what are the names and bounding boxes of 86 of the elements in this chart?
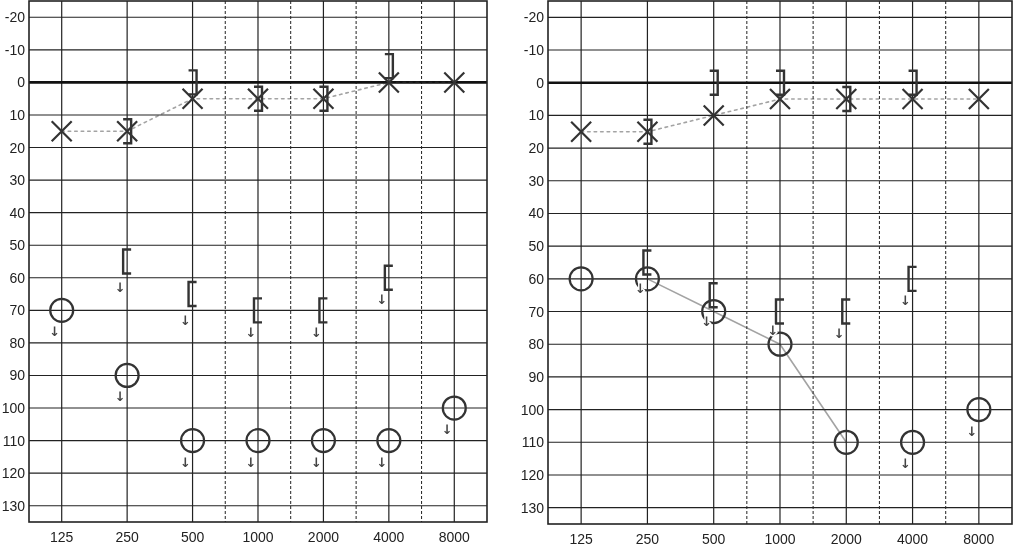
- x-tick-label: 1000: [764, 531, 796, 546]
- y-tick-label: 70: [9, 302, 26, 319]
- annotation: ↓: [180, 454, 192, 470]
- point: [570, 120, 593, 143]
- point: [568, 266, 594, 292]
- y-tick-label: 130: [520, 499, 545, 516]
- x-tick-label: 2000: [307, 529, 340, 545]
- point: [702, 104, 725, 127]
- x-tick-label: 4000: [373, 529, 405, 545]
- y-tick-label: 30: [9, 172, 26, 189]
- y-tick-label: 110: [2, 432, 26, 449]
- point: [966, 396, 992, 423]
- x-tick-label: 125: [50, 529, 74, 545]
- y-tick-label: 10: [528, 107, 545, 124]
- y-tick-label: 50: [9, 237, 26, 254]
- x-tick-label: 8000: [438, 529, 471, 545]
- y-tick-label: -20: [523, 9, 545, 26]
- y-tick-label: 0: [536, 74, 545, 91]
- y-tick-label: 40: [9, 204, 26, 221]
- point: [377, 71, 400, 94]
- y-tick-label: 110: [521, 434, 545, 451]
- point: [50, 120, 73, 143]
- x-tick-label: 250: [115, 529, 140, 545]
- annotation: ↓: [114, 389, 126, 405]
- y-tick-label: 20: [528, 140, 545, 157]
- point: [833, 429, 859, 455]
- annotation: ↓: [310, 454, 322, 470]
- x-tick-label: 4000: [896, 531, 929, 546]
- annotation: ↓: [376, 454, 388, 470]
- y-tick-label: 10: [9, 106, 26, 123]
- y-tick-label: 100: [1, 400, 26, 417]
- y-tick-label: 80: [528, 336, 545, 353]
- annotation: ↓: [49, 324, 61, 340]
- x-tick-label: 1000: [242, 529, 274, 545]
- annotation: ↓: [966, 423, 978, 439]
- y-tick-label: -10: [523, 42, 545, 59]
- annotation: ↓: [376, 292, 388, 308]
- point: [245, 427, 271, 454]
- annotation: ↓: [245, 324, 257, 340]
- x-tick-label: 2000: [830, 531, 863, 546]
- point: [114, 362, 140, 389]
- y-tick-label: 40: [528, 205, 545, 222]
- point: [441, 395, 467, 421]
- point: [312, 87, 335, 110]
- annotation: ↓: [310, 324, 322, 340]
- point: [967, 87, 990, 111]
- point: [49, 297, 75, 323]
- y-tick-label: 60: [9, 269, 26, 286]
- point: [246, 87, 270, 110]
- y-tick-label: 50: [528, 238, 545, 255]
- y-tick-label: -10: [4, 41, 26, 58]
- point: [768, 87, 792, 111]
- annotation: ↓: [441, 422, 453, 438]
- y-tick-label: -20: [4, 9, 26, 26]
- annotation: ↓: [114, 280, 126, 295]
- y-tick-label: 130: [1, 497, 26, 514]
- y-tick-label: 100: [520, 401, 545, 418]
- annotation: ↓: [833, 326, 845, 342]
- point: [901, 87, 924, 111]
- point: [899, 429, 926, 455]
- y-tick-label: 0: [17, 74, 26, 91]
- annotation: ↓: [900, 456, 912, 472]
- annotation: ↓: [245, 454, 257, 470]
- y-tick-label: 90: [9, 367, 26, 384]
- x-tick-label: 125: [569, 531, 594, 546]
- x-tick-label: 250: [635, 531, 660, 546]
- point: [181, 87, 204, 110]
- y-tick-label: 30: [528, 172, 545, 189]
- point: [116, 120, 139, 143]
- x-tick-label: 8000: [963, 531, 995, 546]
- y-tick-label: 20: [9, 139, 26, 156]
- point: [310, 427, 337, 454]
- point: [376, 427, 402, 454]
- y-tick-label: 80: [9, 334, 26, 351]
- y-tick-label: 70: [528, 303, 545, 320]
- point: [179, 427, 206, 454]
- annotation: ↓: [767, 322, 779, 338]
- y-tick-label: 60: [528, 270, 545, 287]
- x-tick-label: 500: [180, 529, 205, 545]
- annotation: ↓: [180, 312, 192, 328]
- annotation: ↓: [900, 293, 912, 309]
- y-tick-label: 120: [1, 465, 26, 482]
- y-tick-label: 90: [528, 368, 545, 385]
- point: [443, 71, 466, 94]
- y-tick-label: 120: [520, 466, 545, 483]
- x-tick-label: 500: [702, 531, 726, 546]
